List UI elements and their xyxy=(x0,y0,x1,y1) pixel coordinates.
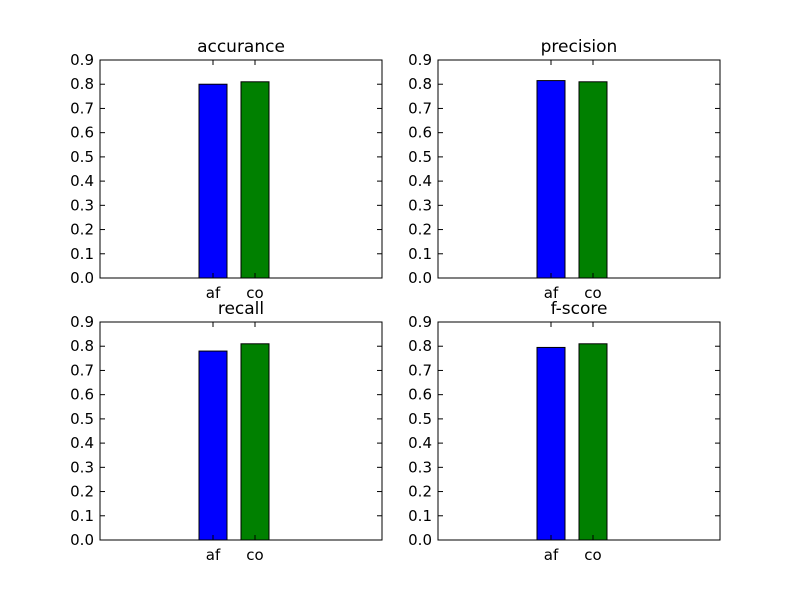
x-tick-label-co: co xyxy=(246,546,263,564)
subplot-title: recall xyxy=(218,299,264,319)
y-tick-label: 0.0 xyxy=(408,531,432,549)
x-tick-label-co: co xyxy=(584,284,601,302)
axes-frame xyxy=(99,321,383,541)
bar-af xyxy=(536,80,566,279)
y-tick-label: 0.7 xyxy=(70,99,94,117)
y-tick-label: 0.9 xyxy=(70,313,94,331)
y-tick-label: 0.6 xyxy=(70,386,94,404)
y-tick-label: 0.7 xyxy=(408,99,432,117)
bar-co xyxy=(240,81,270,279)
y-tick-label: 0.2 xyxy=(408,483,432,501)
x-tick-label-af: af xyxy=(206,546,221,564)
subplot-accurance: accurance 0.0 0.1 0.2 0.3 0.4 0.5 0.6 0.7 0.8 0.9… xyxy=(70,37,383,302)
y-tick-label: 0.1 xyxy=(408,507,432,525)
bar-af xyxy=(536,346,566,541)
y-tick-label: 0.7 xyxy=(408,361,432,379)
bar-af xyxy=(198,350,228,541)
y-tick-label: 0.3 xyxy=(408,196,432,214)
y-tick-label: 0.0 xyxy=(70,531,94,549)
subplot-title: accurance xyxy=(197,37,285,57)
axes-frame xyxy=(99,59,383,279)
bar-co xyxy=(240,343,270,541)
x-tick-label-co: co xyxy=(246,284,263,302)
y-tick-label: 0.8 xyxy=(408,337,432,355)
y-tick-label: 0.4 xyxy=(70,172,94,190)
y-tick-label: 0.1 xyxy=(70,507,94,525)
y-tick-label: 0.6 xyxy=(408,386,432,404)
y-tick-label: 0.3 xyxy=(70,196,94,214)
y-tick-label: 0.8 xyxy=(408,75,432,93)
y-tick-label: 0.4 xyxy=(408,172,432,190)
y-tick-label: 0.2 xyxy=(408,221,432,239)
x-tick-label-af: af xyxy=(544,546,559,564)
y-tick-label: 0.7 xyxy=(70,361,94,379)
y-tick-label: 0.3 xyxy=(70,458,94,476)
x-tick-label-co: co xyxy=(584,546,601,564)
subplot-f-score: f-score 0.0 0.1 0.2 0.3 0.4 0.5 0.6 0.7 0.8 0.9 af… xyxy=(408,299,721,564)
x-tick-label-af: af xyxy=(206,284,221,302)
y-tick-label: 0.2 xyxy=(70,221,94,239)
y-tick-label: 0.1 xyxy=(70,245,94,263)
y-tick-label: 0.2 xyxy=(70,483,94,501)
subplot-precision: precision 0.0 0.1 0.2 0.3 0.4 0.5 0.6 0.7 0.8 0.9… xyxy=(408,37,721,302)
y-tick-label: 0.5 xyxy=(408,410,432,428)
y-tick-label: 0.9 xyxy=(408,313,432,331)
y-tick-label: 0.5 xyxy=(70,410,94,428)
y-tick-label: 0.0 xyxy=(408,269,432,287)
y-tick-label: 0.5 xyxy=(70,148,94,166)
y-tick-label: 0.8 xyxy=(70,75,94,93)
subplot-recall: recall 0.0 0.1 0.2 0.3 0.4 0.5 0.6 0.7 0.8 0.9 af c… xyxy=(70,299,383,564)
subplot-title: f-score xyxy=(551,299,608,319)
y-tick-label: 0.9 xyxy=(70,51,94,69)
y-tick-label: 0.4 xyxy=(70,434,94,452)
y-tick-label: 0.0 xyxy=(70,269,94,287)
y-tick-label: 0.3 xyxy=(408,458,432,476)
y-tick-label: 0.8 xyxy=(70,337,94,355)
bar-af xyxy=(198,83,228,279)
x-tick-label-af: af xyxy=(544,284,559,302)
axes-frame xyxy=(437,321,721,541)
bar-co xyxy=(578,81,608,279)
y-tick-label: 0.4 xyxy=(408,434,432,452)
bar-co xyxy=(578,343,608,541)
axes-frame xyxy=(437,59,721,279)
subplot-title: precision xyxy=(541,37,618,57)
y-tick-label: 0.6 xyxy=(408,124,432,142)
y-tick-label: 0.9 xyxy=(408,51,432,69)
y-tick-label: 0.5 xyxy=(408,148,432,166)
y-tick-label: 0.6 xyxy=(70,124,94,142)
y-tick-label: 0.1 xyxy=(408,245,432,263)
